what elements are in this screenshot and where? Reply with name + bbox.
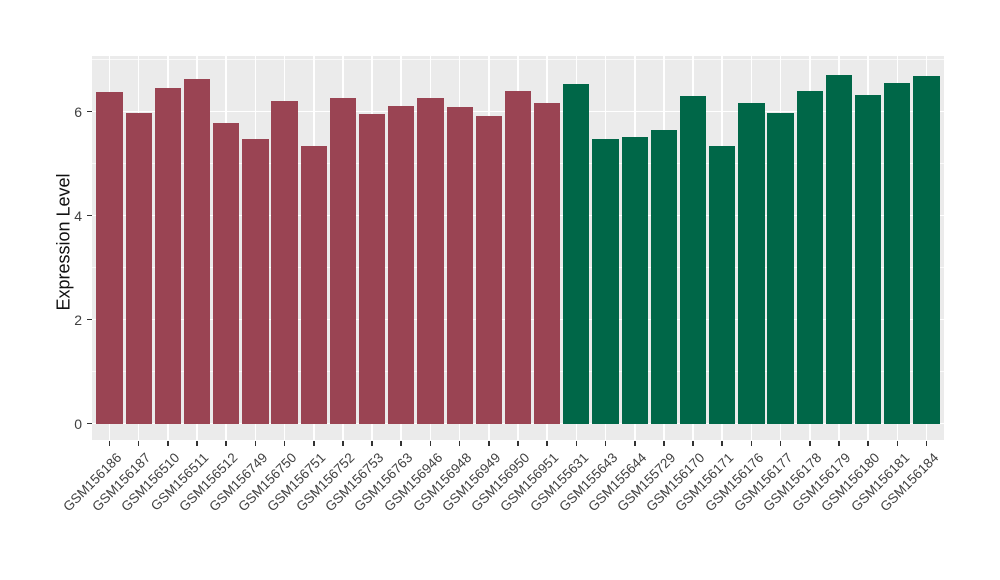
bar-GSM155643 xyxy=(592,138,619,424)
bar-GSM156751 xyxy=(300,146,327,424)
x-tick-mark xyxy=(867,441,869,446)
bar-GSM156753 xyxy=(358,113,386,424)
x-tick-mark xyxy=(108,441,111,446)
bar-GSM156763 xyxy=(388,106,415,424)
x-tick-mark xyxy=(429,441,432,446)
bar-GSM156184 xyxy=(913,75,940,424)
y-tick-mark xyxy=(87,422,92,425)
x-tick-mark xyxy=(312,441,315,446)
bar-GSM156750 xyxy=(271,100,298,424)
bar-GSM156949 xyxy=(475,115,502,424)
bar-GSM156181 xyxy=(884,82,911,424)
y-tick-mark xyxy=(87,110,92,113)
y-tick-mark xyxy=(87,214,92,217)
bar-GSM156187 xyxy=(125,113,152,424)
bar-GSM156511 xyxy=(183,79,211,424)
x-tick-mark xyxy=(225,441,227,446)
bar-GSM155644 xyxy=(621,137,648,424)
x-tick-mark xyxy=(167,441,169,446)
bar-GSM156171 xyxy=(709,146,736,424)
x-tick-mark xyxy=(196,441,198,446)
bar-GSM155631 xyxy=(563,84,590,424)
y-axis-title: Expression Level xyxy=(53,173,74,311)
x-tick-mark xyxy=(575,441,578,446)
bar-GSM156948 xyxy=(446,107,473,424)
x-tick-mark xyxy=(137,441,140,446)
bar-GSM156179 xyxy=(825,74,853,424)
bar-GSM156749 xyxy=(242,139,269,424)
y-tick-label: 0 xyxy=(74,415,82,432)
x-tick-mark xyxy=(400,441,403,446)
bar-GSM156176 xyxy=(738,102,765,424)
x-tick-mark xyxy=(517,441,519,446)
y-tick-mark xyxy=(87,318,92,321)
x-tick-mark xyxy=(925,441,928,446)
x-tick-mark xyxy=(692,441,694,446)
y-tick-label: 2 xyxy=(74,311,82,328)
bar-GSM156180 xyxy=(855,95,882,424)
x-tick-mark xyxy=(838,441,840,446)
x-tick-mark xyxy=(488,441,490,446)
bar-GSM156951 xyxy=(534,102,561,424)
y-tick-label: 6 xyxy=(74,103,82,120)
bar-GSM156512 xyxy=(213,122,240,424)
x-tick-mark xyxy=(779,441,782,446)
x-tick-mark xyxy=(342,441,344,446)
bar-GSM156178 xyxy=(796,90,823,424)
x-tick-mark xyxy=(633,441,636,446)
x-tick-mark xyxy=(254,441,257,446)
bar-GSM156510 xyxy=(154,88,181,424)
x-tick-mark xyxy=(283,441,286,446)
plot-panel xyxy=(92,56,944,440)
bar-GSM156946 xyxy=(417,98,444,424)
bar-GSM156950 xyxy=(504,90,532,424)
bar-GSM155729 xyxy=(650,129,677,424)
x-tick-mark xyxy=(721,441,724,446)
x-tick-mark xyxy=(896,441,899,446)
x-tick-mark xyxy=(750,441,753,446)
x-tick-mark xyxy=(808,441,811,446)
bar-GSM156177 xyxy=(767,112,794,424)
x-tick-mark xyxy=(546,441,548,446)
x-tick-mark xyxy=(371,441,373,446)
y-tick-label: 4 xyxy=(74,207,82,224)
x-tick-mark xyxy=(458,441,461,446)
bar-GSM156186 xyxy=(96,92,123,424)
x-tick-mark xyxy=(663,441,665,446)
bar-GSM156170 xyxy=(679,95,707,424)
bar-GSM156752 xyxy=(329,97,357,424)
x-tick-mark xyxy=(604,441,607,446)
